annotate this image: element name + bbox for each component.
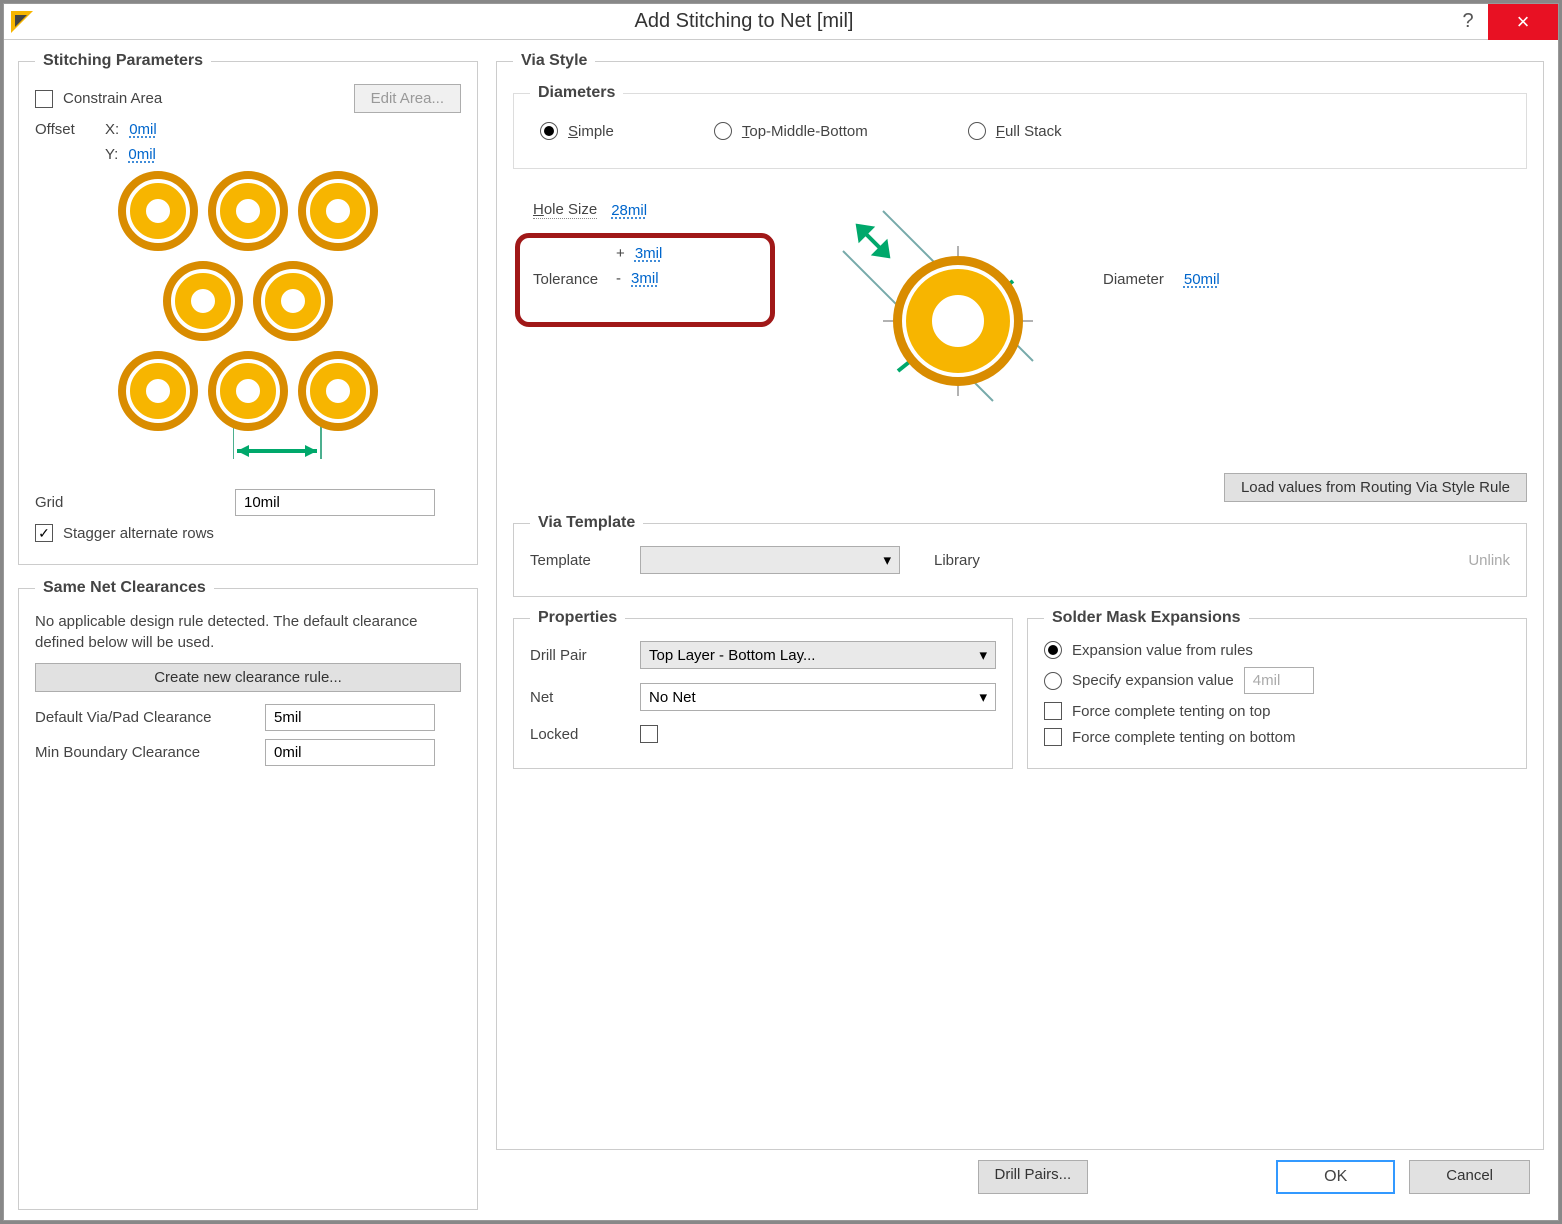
hole-size-label: Hole Size (533, 201, 597, 219)
offset-y-value[interactable]: 0mil (128, 146, 156, 163)
via-style-group: Via Style Diameters Simple Top-Middle-Bo… (496, 52, 1544, 1150)
properties-group: Properties Drill Pair Top Layer - Bottom… (513, 609, 1013, 769)
help-button[interactable]: ? (1448, 10, 1488, 33)
offset-label: Offset (35, 121, 95, 138)
diameter-label: Diameter (1103, 271, 1164, 288)
same-net-clearances-group: Same Net Clearances No applicable design… (18, 579, 478, 1210)
boundary-clearance-label: Min Boundary Clearance (35, 743, 255, 763)
template-label: Template (530, 552, 630, 569)
chevron-down-icon: ▾ (979, 646, 987, 664)
via-pad-clearance-label: Default Via/Pad Clearance (35, 708, 255, 728)
expansion-rules-label: Expansion value from rules (1072, 642, 1253, 659)
via-template-group: Via Template Template ▾ Library Unlink (513, 514, 1527, 597)
stitching-legend: Stitching Parameters (35, 52, 211, 70)
stagger-checkbox[interactable]: ✓ (35, 524, 53, 542)
tol-plus-value[interactable]: 3mil (635, 245, 663, 262)
drill-pair-select[interactable]: Top Layer - Bottom Lay...▾ (640, 641, 996, 669)
tent-top-label: Force complete tenting on top (1072, 703, 1270, 720)
load-values-button[interactable]: Load values from Routing Via Style Rule (1224, 473, 1527, 502)
stitch-donut-icon (118, 351, 198, 431)
stagger-label: Stagger alternate rows (63, 525, 214, 542)
stitching-preview (98, 171, 398, 461)
diameter-value[interactable]: 50mil (1184, 271, 1220, 288)
locked-label: Locked (530, 726, 630, 743)
via-style-legend: Via Style (513, 52, 595, 70)
via-pad-clearance-input[interactable] (265, 704, 435, 731)
drill-pairs-button[interactable]: Drill Pairs... (978, 1160, 1089, 1194)
constrain-area-checkbox[interactable] (35, 90, 53, 108)
constrain-area-label: Constrain Area (63, 90, 344, 107)
drill-pair-label: Drill Pair (530, 647, 630, 664)
titlebar: Add Stitching to Net [mil] ? × (4, 4, 1558, 40)
grid-label: Grid (35, 494, 225, 511)
net-select[interactable]: No Net▾ (640, 683, 996, 711)
stitch-donut-icon (298, 171, 378, 251)
boundary-clearance-input[interactable] (265, 739, 435, 766)
stitch-donut-icon (253, 261, 333, 341)
via-diagram (813, 191, 1093, 451)
full-stack-radio[interactable]: Full Stack (968, 122, 1062, 140)
edit-area-button: Edit Area... (354, 84, 461, 113)
offset-y-label: Y: (105, 146, 118, 163)
stitching-parameters-group: Stitching Parameters Constrain Area Edit… (18, 52, 478, 565)
grid-input[interactable] (235, 489, 435, 516)
close-button[interactable]: × (1488, 4, 1558, 40)
offset-x-value[interactable]: 0mil (129, 121, 157, 138)
diameters-group: Diameters Simple Top-Middle-Bottom Full … (513, 84, 1527, 169)
stitch-donut-icon (118, 171, 198, 251)
tol-minus-sign: - (616, 270, 621, 287)
specify-expansion-radio[interactable] (1044, 672, 1062, 690)
template-select[interactable]: ▾ (640, 546, 900, 574)
via-template-legend: Via Template (530, 514, 643, 532)
properties-legend: Properties (530, 609, 625, 627)
locked-checkbox[interactable] (640, 725, 658, 743)
diameters-legend: Diameters (530, 84, 623, 102)
tol-minus-value[interactable]: 3mil (631, 270, 659, 287)
dialog-window: Add Stitching to Net [mil] ? × Stitching… (3, 3, 1559, 1221)
stitch-donut-icon (163, 261, 243, 341)
cancel-button[interactable]: Cancel (1409, 1160, 1530, 1194)
via-donut-icon (893, 256, 1023, 386)
ok-button[interactable]: OK (1276, 1160, 1395, 1194)
chevron-down-icon: ▾ (883, 551, 891, 569)
unlink-button[interactable]: Unlink (1468, 552, 1510, 569)
app-icon (4, 4, 40, 40)
stitch-donut-icon (208, 171, 288, 251)
solder-mask-group: Solder Mask Expansions Expansion value f… (1027, 609, 1527, 769)
stitch-donut-icon (208, 351, 288, 431)
dialog-title: Add Stitching to Net [mil] (40, 10, 1448, 33)
expansion-rules-radio[interactable] (1044, 641, 1062, 659)
net-label: Net (530, 689, 630, 706)
tent-bottom-checkbox[interactable] (1044, 728, 1062, 746)
top-middle-bottom-radio[interactable]: Top-Middle-Bottom (714, 122, 868, 140)
specify-expansion-input[interactable] (1244, 667, 1314, 694)
tent-top-checkbox[interactable] (1044, 702, 1062, 720)
solder-legend: Solder Mask Expansions (1044, 609, 1249, 627)
clearances-text: No applicable design rule detected. The … (35, 611, 461, 653)
chevron-down-icon: ▾ (979, 688, 987, 706)
library-label: Library (934, 552, 980, 569)
create-clearance-rule-button[interactable]: Create new clearance rule... (35, 663, 461, 692)
simple-radio[interactable]: Simple (540, 122, 614, 140)
tent-bottom-label: Force complete tenting on bottom (1072, 729, 1295, 746)
hole-size-value[interactable]: 28mil (611, 202, 647, 219)
tol-plus-sign: + (616, 245, 625, 262)
dialog-footer: Drill Pairs... OK Cancel (496, 1150, 1544, 1210)
offset-x-label: X: (105, 121, 119, 138)
clearances-legend: Same Net Clearances (35, 579, 214, 597)
stitch-donut-icon (298, 351, 378, 431)
tolerance-label: Tolerance (533, 271, 598, 288)
specify-expansion-label: Specify expansion value (1072, 672, 1234, 689)
